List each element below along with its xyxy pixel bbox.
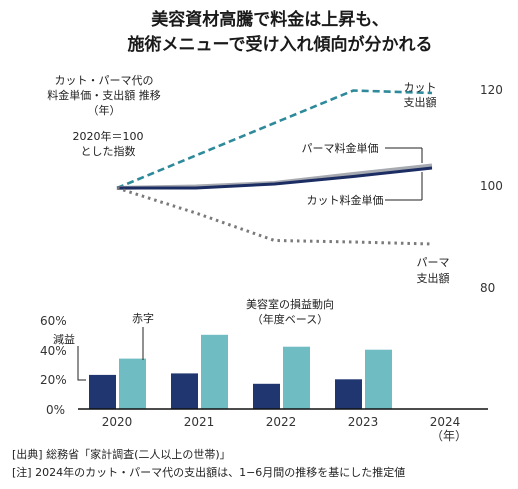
line-chart-title: カット・パーマ代の 料金単価・支出額 推移 （年） xyxy=(47,74,161,117)
line-chart-subtitle-line-1: 2020年＝100 xyxy=(73,129,144,143)
x-tick-2022: 2022 xyxy=(266,415,297,429)
legend-bracket-decline xyxy=(77,346,86,381)
line-chart-title-line-1: カット・パーマ代の xyxy=(55,74,154,87)
line-y-tick-80: 80 xyxy=(480,281,495,295)
bar-decline-2021 xyxy=(171,373,198,409)
bar-decline-2020 xyxy=(89,374,116,409)
line-chart-title-line-3: （年） xyxy=(88,103,121,117)
x-tick-2024: 2024 xyxy=(430,415,461,429)
bar-deficit-2022 xyxy=(283,346,310,409)
line-series-group xyxy=(116,89,433,246)
series-line-perm-spending xyxy=(116,186,433,246)
bar-series-group xyxy=(89,334,392,409)
bar-deficit-2020 xyxy=(119,358,146,409)
chart-title-line-1: 美容資材高騰で料金は上昇も、 xyxy=(151,9,389,30)
line-y-tick-120: 120 xyxy=(480,83,503,97)
bar-decline-2023 xyxy=(335,379,362,409)
chart-title-line-2: 施術メニューで受け入れ傾向が分かれる xyxy=(128,34,433,55)
series-label-cut-spending-1: カット xyxy=(404,81,437,94)
legend-label-deficit: 赤字 xyxy=(132,311,154,325)
series-label-cut-spending-2: 支出額 xyxy=(404,95,437,109)
legend-label-decline: 減益 xyxy=(53,332,75,346)
bar-y-tick-20: 20% xyxy=(40,373,67,387)
series-label-perm-spending-2: 支出額 xyxy=(417,271,450,285)
line-chart-subtitle-line-2: とした指数 xyxy=(81,144,136,158)
bar-y-tick-40: 40% xyxy=(40,344,67,358)
x-tick-2021: 2021 xyxy=(184,415,215,429)
series-label-cut-unit-price: カット料金単価 xyxy=(307,193,384,207)
x-axis-year-suffix: （年） xyxy=(431,429,467,443)
line-y-tick-100: 100 xyxy=(480,179,503,193)
bar-x-categories: 2020 2021 2022 2023 2024 xyxy=(102,415,461,429)
footnote: [注] 2024年のカット・パーマ代の支出額は、1−6月間の推移を基にした推定値 xyxy=(12,465,405,479)
bar-deficit-2021 xyxy=(201,334,228,409)
bar-chart-title-line-2: （年度ベース） xyxy=(252,312,328,326)
bar-chart-title-line-1: 美容室の損益動向 xyxy=(246,297,334,311)
x-tick-2020: 2020 xyxy=(102,415,133,429)
series-label-perm-unit-price: パーマ料金単価 xyxy=(302,141,379,155)
line-chart-subtitle: 2020年＝100 とした指数 xyxy=(73,129,144,158)
series-label-perm-spending-1: パーマ xyxy=(417,256,450,269)
x-tick-2023: 2023 xyxy=(348,415,379,429)
bar-y-tick-0: 0% xyxy=(46,403,65,417)
series-line-cut-unit-price xyxy=(117,166,433,190)
bar-deficit-2023 xyxy=(365,349,392,409)
bar-y-tick-60: 60% xyxy=(40,314,67,328)
line-chart-title-line-2: 料金単価・支出額 推移 xyxy=(47,88,161,102)
series-line-cut-spending xyxy=(116,89,433,190)
bar-decline-2022 xyxy=(253,383,280,409)
source-note: [出典] 総務省「家計調査(二人以上の世帯)」 xyxy=(12,447,231,461)
